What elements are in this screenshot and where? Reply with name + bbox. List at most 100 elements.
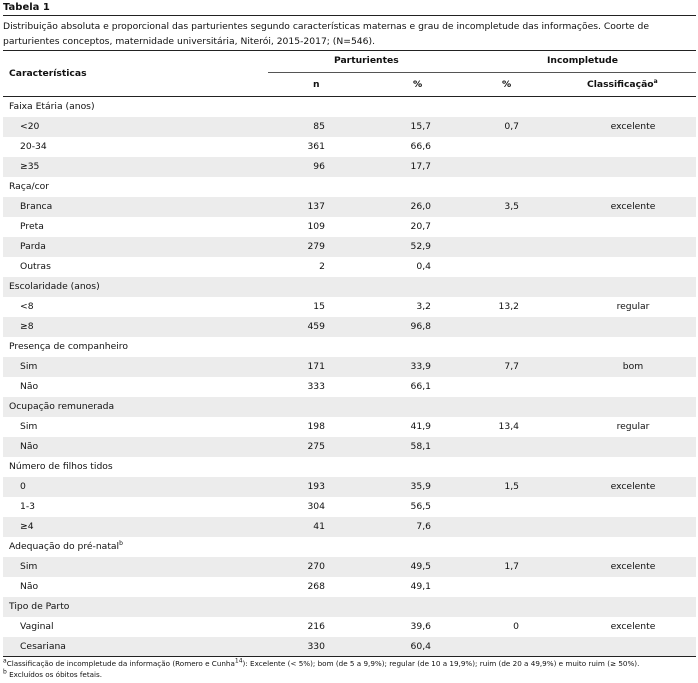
group-label: Escolaridade (anos) [9, 281, 100, 292]
cell-classification: excelente [610, 201, 656, 212]
row-label: 0 [20, 481, 26, 492]
row-label: ≥35 [20, 161, 40, 172]
cell-n: 198 [307, 421, 325, 432]
table-row: Não 333 66,1 [3, 377, 696, 397]
cell-classification: excelente [610, 621, 656, 632]
header-incompletude: Incompletude [547, 55, 618, 66]
group-label: Adequação do pré-natalb [9, 539, 123, 552]
header-pct: % [413, 79, 423, 90]
row-label: Parda [20, 241, 46, 252]
row-label: Outras [20, 261, 51, 272]
table-group-row: Escolaridade (anos) [3, 277, 696, 297]
cell-n: 137 [307, 201, 325, 212]
cell-incompletude: 13,4 [498, 421, 519, 432]
cell-classification: excelente [610, 481, 656, 492]
table-group-row: Adequação do pré-natalb [3, 537, 696, 557]
table-row: Cesariana 330 60,4 [3, 637, 696, 657]
cell-classification: bom [622, 361, 644, 372]
footnote-mark: b [119, 539, 123, 547]
cell-n: 96 [313, 161, 325, 172]
cell-pct: 56,5 [410, 501, 431, 512]
cell-pct: 33,9 [410, 361, 431, 372]
cell-n: 361 [307, 141, 325, 152]
cell-classification: regular [616, 421, 650, 432]
footnote-mark: a [3, 657, 7, 665]
rule-top [3, 15, 696, 16]
cell-pct: 20,7 [410, 221, 431, 232]
row-label: <20 [20, 121, 40, 132]
cell-pct: 3,2 [416, 301, 431, 312]
table-group-row: Ocupação remunerada [3, 397, 696, 417]
table-row: 1-3 304 56,5 [3, 497, 696, 517]
table-row: 20-34 361 66,6 [3, 137, 696, 157]
cell-pct: 58,1 [410, 441, 431, 452]
cell-n: 41 [313, 521, 325, 532]
row-label: Não [20, 441, 39, 452]
table-row: Sim 198 41,9 13,4 regular [3, 417, 696, 437]
cell-pct: 17,7 [410, 161, 431, 172]
table-row: 0 193 35,9 1,5 excelente [3, 477, 696, 497]
cell-classification: excelente [610, 121, 656, 132]
group-label: Tipo de Parto [9, 601, 70, 612]
cell-incompletude: 1,5 [504, 481, 519, 492]
cell-classification: excelente [610, 561, 656, 572]
cell-pct: 60,4 [410, 641, 431, 652]
table-row: ≥4 41 7,6 [3, 517, 696, 537]
cell-n: 193 [307, 481, 325, 492]
cell-incompletude: 7,7 [504, 361, 519, 372]
footnote: b Excluídos os óbitos fetais. [3, 668, 103, 679]
cell-incompletude: 1,7 [504, 561, 519, 572]
row-label: Branca [20, 201, 53, 212]
table-label: Tabela 1 [3, 2, 50, 13]
row-label: Preta [20, 221, 44, 232]
reference-mark: 14 [234, 657, 243, 665]
row-label: ≥8 [20, 321, 34, 332]
header-parturientes: Parturientes [334, 55, 399, 66]
cell-incompletude: 13,2 [498, 301, 519, 312]
cell-n: 304 [307, 501, 325, 512]
cell-pct: 49,1 [410, 581, 431, 592]
cell-n: 171 [307, 361, 325, 372]
row-label: <8 [20, 301, 34, 312]
cell-pct: 0,4 [416, 261, 431, 272]
table-row: Sim 270 49,5 1,7 excelente [3, 557, 696, 577]
table-group-row: Número de filhos tidos [3, 457, 696, 477]
table-row: Não 275 58,1 [3, 437, 696, 457]
table-row: Outras 2 0,4 [3, 257, 696, 277]
cell-n: 279 [307, 241, 325, 252]
footnote: aClassificação de incompletude da inform… [3, 657, 640, 668]
cell-pct: 49,5 [410, 561, 431, 572]
cell-pct: 41,9 [410, 421, 431, 432]
rule-header-top [3, 50, 696, 51]
table-group-row: Presença de companheiro [3, 337, 696, 357]
cell-n: 268 [307, 581, 325, 592]
cell-incompletude: 0,7 [504, 121, 519, 132]
cell-n: 275 [307, 441, 325, 452]
table-group-row: Faixa Etária (anos) [3, 97, 696, 117]
table-row: Não 268 49,1 [3, 577, 696, 597]
cell-pct: 7,6 [416, 521, 431, 532]
row-label: Sim [20, 421, 38, 432]
table-row: Branca 137 26,0 3,5 excelente [3, 197, 696, 217]
table-row: Parda 279 52,9 [3, 237, 696, 257]
row-label: Vaginal [20, 621, 54, 632]
table-caption: Distribuição absoluta e proporcional das… [3, 21, 649, 47]
row-label: Sim [20, 361, 38, 372]
rule-subheader [268, 72, 696, 73]
rule-header-bottom [3, 96, 696, 97]
table-group-row: Raça/cor [3, 177, 696, 197]
header-classification: Classificaçãoa [587, 77, 658, 90]
group-label: Ocupação remunerada [9, 401, 115, 412]
cell-n: 459 [307, 321, 325, 332]
cell-pct: 35,9 [410, 481, 431, 492]
cell-n: 85 [313, 121, 325, 132]
header-inc-pct: % [502, 79, 512, 90]
cell-classification: regular [616, 301, 650, 312]
cell-n: 333 [307, 381, 325, 392]
row-label: Não [20, 381, 39, 392]
group-label: Faixa Etária (anos) [9, 101, 95, 112]
cell-n: 15 [313, 301, 325, 312]
header-characteristics: Características [9, 68, 87, 79]
cell-n: 270 [307, 561, 325, 572]
